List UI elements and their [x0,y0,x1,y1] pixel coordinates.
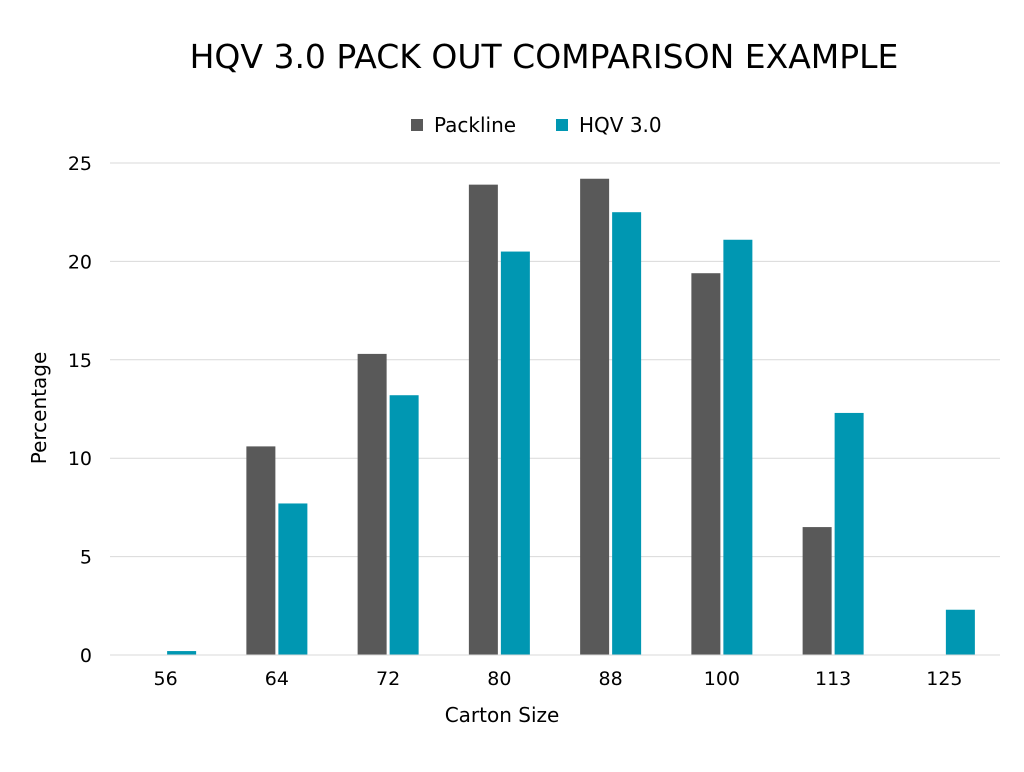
x-tick-label: 80 [487,668,511,690]
bar-packline-72 [357,353,387,655]
x-tick-label: 56 [154,668,178,690]
x-tick-label: 72 [376,668,400,690]
legend-swatch-packline [411,119,423,131]
bar-hqv-3-0-80 [500,251,530,655]
bar-hqv-3-0-113 [834,412,864,655]
x-tick-label: 125 [926,668,962,690]
x-axis-ticks: 56 64 72 80 88 100 113 125 [154,668,963,690]
bar-packline-88 [580,178,610,655]
x-tick-label: 88 [599,668,623,690]
gridlines [110,162,1000,558]
bars [167,178,975,655]
bar-hqv-3-0-88 [612,212,642,655]
legend-label-packline: Packline [434,113,516,137]
x-axis-title: Carton Size [445,703,560,727]
y-tick-label: 20 [68,251,92,273]
y-tick-label: 15 [68,350,92,372]
legend-label-hqv: HQV 3.0 [579,113,662,137]
bar-hqv-3-0-64 [278,503,308,655]
x-tick-label: 113 [815,668,851,690]
bar-packline-64 [246,446,276,655]
legend: Packline HQV 3.0 [411,113,662,137]
bar-packline-100 [691,273,721,655]
bar-hqv-3-0-125 [945,609,975,655]
x-tick-label: 64 [265,668,289,690]
bar-hqv-3-0-56 [167,651,197,655]
chart-title: HQV 3.0 PACK OUT COMPARISON EXAMPLE [190,37,899,76]
y-tick-label: 25 [68,153,92,175]
y-axis-ticks: 0 5 10 15 20 25 [68,153,92,667]
legend-swatch-hqv [556,119,568,131]
bar-hqv-3-0-72 [389,395,419,655]
bar-packline-113 [802,527,832,655]
y-tick-label: 10 [68,448,92,470]
y-tick-label: 5 [80,547,92,569]
bar-packline-80 [468,184,498,655]
y-axis-title: Percentage [27,352,51,465]
y-tick-label: 0 [80,645,92,667]
x-tick-label: 100 [704,668,740,690]
bar-hqv-3-0-100 [723,239,753,655]
